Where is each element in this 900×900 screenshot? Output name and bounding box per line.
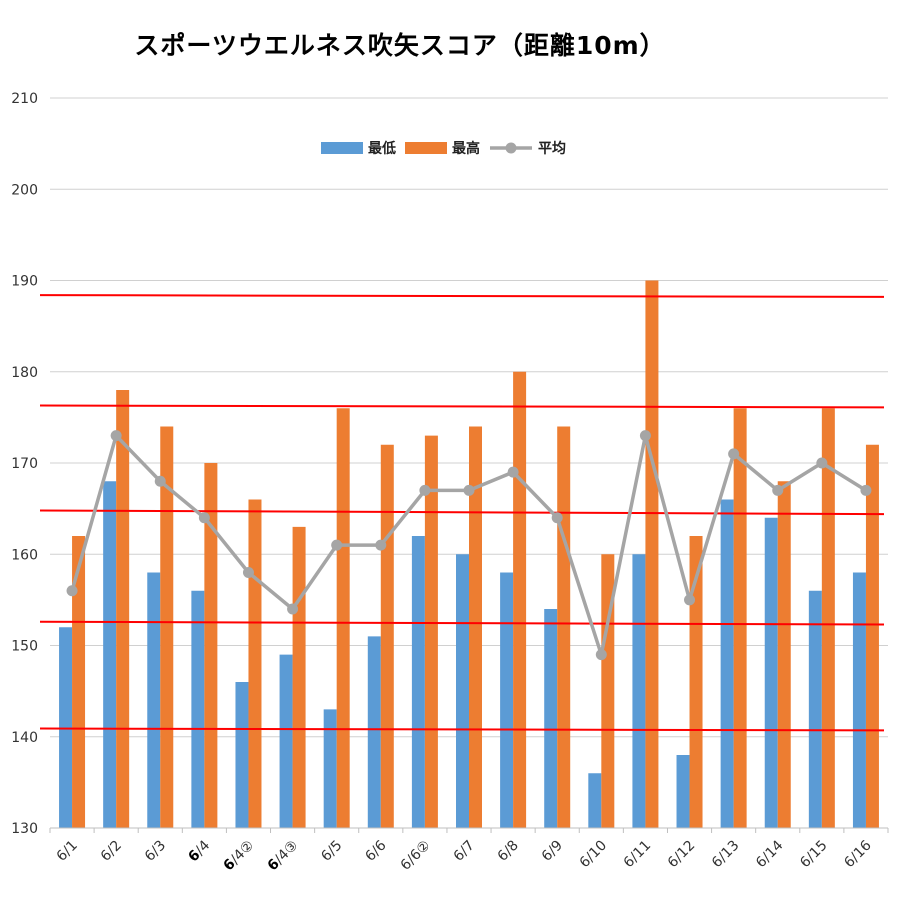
average-point [507, 466, 519, 478]
bar-min [588, 773, 602, 828]
y-tick-label: 170 [11, 456, 38, 472]
y-tick-label: 140 [11, 730, 38, 746]
x-tick-label: 6/4③ [265, 838, 302, 875]
bar-min [103, 481, 117, 828]
x-tick-label: 6/2 [98, 838, 125, 865]
legend-label-avg: 平均 [538, 140, 566, 157]
x-tick-label: 6/4② [221, 838, 258, 875]
x-tick-label: 6/7 [451, 838, 478, 865]
bar-max [557, 426, 571, 828]
chart-title: スポーツウエルネス吹矢スコア（距離10m） [134, 31, 666, 60]
bar-max [380, 444, 394, 828]
legend-swatch-max [405, 142, 447, 154]
bar-max [513, 371, 527, 828]
average-point [242, 567, 254, 578]
x-tick-label: 6/15 [797, 838, 831, 872]
average-point [419, 484, 431, 496]
bar-max [204, 463, 218, 828]
average-point [551, 512, 563, 524]
bar-min [544, 609, 558, 828]
bar-max [865, 444, 879, 828]
legend: 最低 最高 平均 [321, 140, 566, 157]
average-point [595, 649, 607, 661]
x-tick-label: 6/6 [362, 837, 389, 864]
average-point [684, 594, 696, 606]
bar-max [777, 481, 791, 828]
bar-max [689, 536, 703, 828]
bar-max [116, 390, 130, 828]
x-tick-label: 6/13 [709, 838, 743, 872]
average-point [463, 484, 475, 496]
average-point [772, 484, 784, 496]
legend-label-max: 最高 [452, 140, 480, 157]
reference-line [39, 727, 885, 732]
bar-max [336, 408, 350, 828]
bar-max [645, 280, 659, 828]
bar-min [500, 572, 514, 828]
bar-max [733, 408, 747, 828]
y-tick-label: 200 [11, 182, 38, 198]
reference-line [39, 509, 885, 516]
average-point [639, 430, 651, 442]
legend-label-min: 最低 [368, 140, 396, 157]
x-tick-label: 6/6② [398, 838, 434, 874]
bar-min [191, 590, 205, 828]
bar-min [323, 709, 337, 828]
bar-min [279, 654, 293, 828]
bar-max [72, 536, 86, 828]
average-point [860, 484, 872, 496]
x-tick-label: 6/5 [318, 838, 345, 865]
bar-max [469, 426, 482, 828]
x-tick-label: 6/16 [841, 837, 875, 871]
average-point [154, 475, 166, 487]
x-tick-label: 6/12 [665, 838, 699, 872]
bar-max [160, 426, 174, 828]
y-tick-label: 210 [11, 91, 38, 107]
reference-line [39, 404, 885, 409]
x-tick-label: 6/8 [495, 838, 522, 865]
bar-max [248, 499, 262, 828]
average-point [66, 585, 78, 597]
x-tick-label: 6/11 [621, 838, 655, 872]
bar-min [147, 572, 161, 828]
y-tick-label: 150 [11, 639, 38, 655]
x-tick-label: 6/3 [142, 838, 169, 865]
average-point [816, 457, 828, 469]
x-tick-label: 6/9 [539, 838, 566, 865]
x-tick-label: 6/4 [185, 837, 213, 865]
legend-swatch-min [321, 142, 363, 154]
y-tick-label: 190 [11, 274, 38, 290]
average-point [331, 539, 343, 551]
bar-min [367, 636, 381, 828]
legend-marker-avg [505, 142, 517, 154]
bar-min [632, 554, 646, 828]
x-tick-label: 6/1 [54, 838, 81, 865]
bar-min [676, 755, 690, 828]
average-point [375, 539, 387, 551]
x-tick-label: 6/10 [577, 838, 611, 872]
y-tick-label: 130 [11, 821, 38, 837]
x-tick-label: 6/14 [753, 837, 787, 871]
bar-min [720, 499, 734, 828]
bar-min [411, 536, 425, 828]
bar-min [852, 572, 866, 828]
y-tick-label: 180 [11, 365, 38, 381]
y-tick-label: 160 [11, 547, 38, 563]
bar-min [808, 590, 822, 828]
bar-min [235, 682, 249, 828]
average-point [728, 448, 740, 460]
average-point [287, 603, 299, 615]
reference-line [39, 294, 885, 298]
average-point [110, 430, 122, 442]
reference-line [39, 620, 885, 626]
bar-min [764, 517, 778, 828]
average-point [198, 512, 210, 524]
bar-min [456, 554, 469, 828]
bar-max [292, 526, 306, 828]
